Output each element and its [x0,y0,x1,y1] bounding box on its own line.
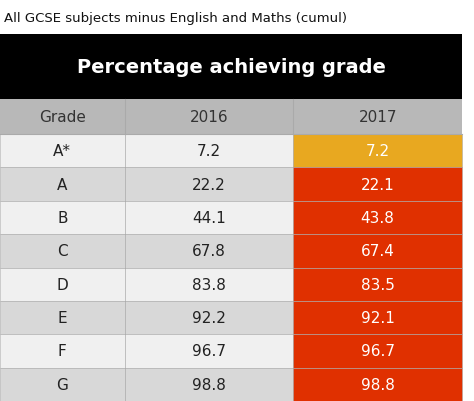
Bar [0,100,462,135]
Text: 2016: 2016 [190,110,228,125]
Text: 83.8: 83.8 [192,277,226,292]
Text: Percentage achieving grade: Percentage achieving grade [77,58,385,77]
Text: D: D [56,277,68,292]
Text: 7.2: 7.2 [197,144,221,159]
Bar [0,334,293,368]
Bar [293,168,462,201]
Text: 44.1: 44.1 [192,211,226,225]
Text: F: F [58,344,67,358]
Text: 83.5: 83.5 [361,277,395,292]
Text: Grade: Grade [39,110,86,125]
Text: 22.1: 22.1 [361,177,394,192]
Bar [293,268,462,301]
Bar [293,135,462,168]
Bar [293,368,462,401]
Bar [0,368,293,401]
Text: A: A [57,177,68,192]
Text: A*: A* [54,144,72,159]
Text: 2017: 2017 [358,110,397,125]
Text: 96.7: 96.7 [192,344,226,358]
Text: 98.8: 98.8 [361,377,395,392]
Bar [293,334,462,368]
Bar [0,35,462,100]
Text: B: B [57,211,68,225]
Text: E: E [57,310,67,325]
Bar [293,201,462,235]
Bar [0,201,293,235]
Bar [0,135,293,168]
Bar [293,301,462,334]
Bar [0,235,293,268]
Text: 96.7: 96.7 [361,344,395,358]
Text: 67.4: 67.4 [361,244,395,259]
Bar [0,268,293,301]
Text: 67.8: 67.8 [192,244,226,259]
Text: 92.1: 92.1 [361,310,395,325]
Bar [0,301,293,334]
Bar [293,235,462,268]
Text: G: G [56,377,68,392]
Text: C: C [57,244,68,259]
Text: 7.2: 7.2 [365,144,390,159]
Bar [0,168,293,201]
Text: All GCSE subjects minus English and Maths (cumul): All GCSE subjects minus English and Math… [4,12,347,25]
Text: 22.2: 22.2 [192,177,226,192]
Text: 98.8: 98.8 [192,377,226,392]
Text: 92.2: 92.2 [192,310,226,325]
Bar [0,2,474,35]
Text: 43.8: 43.8 [361,211,395,225]
